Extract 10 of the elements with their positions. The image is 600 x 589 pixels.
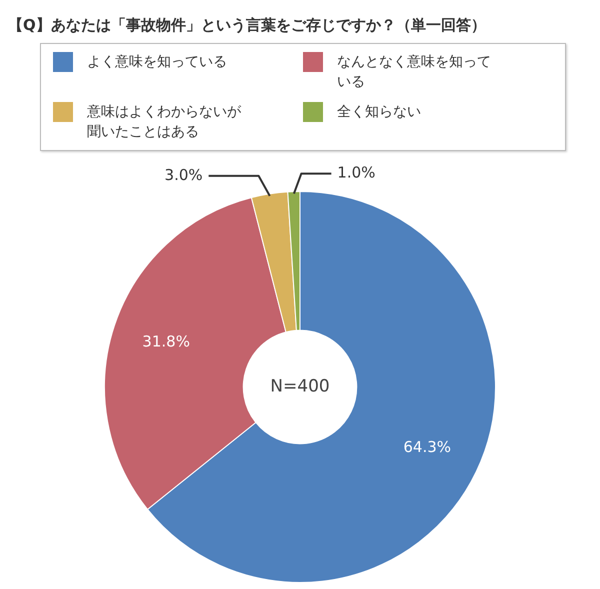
- chart-title: 【Q】あなたは「事故物件」という言葉をご存じですか？（単一回答）: [8, 15, 487, 36]
- data-label: 31.8%: [142, 332, 190, 350]
- legend-label: 意味はよくわからないが聞いたことはある: [87, 103, 242, 142]
- legend-label: 全く知らない: [337, 103, 421, 122]
- legend-label: なんとなく意味を知っている: [337, 53, 492, 92]
- data-label: 64.3%: [403, 438, 452, 456]
- text: N=400: [270, 376, 330, 396]
- data-label: 3.0%: [164, 166, 203, 184]
- legend-label: よく意味を知っている: [87, 53, 227, 72]
- data-label: 1.0%: [337, 163, 376, 182]
